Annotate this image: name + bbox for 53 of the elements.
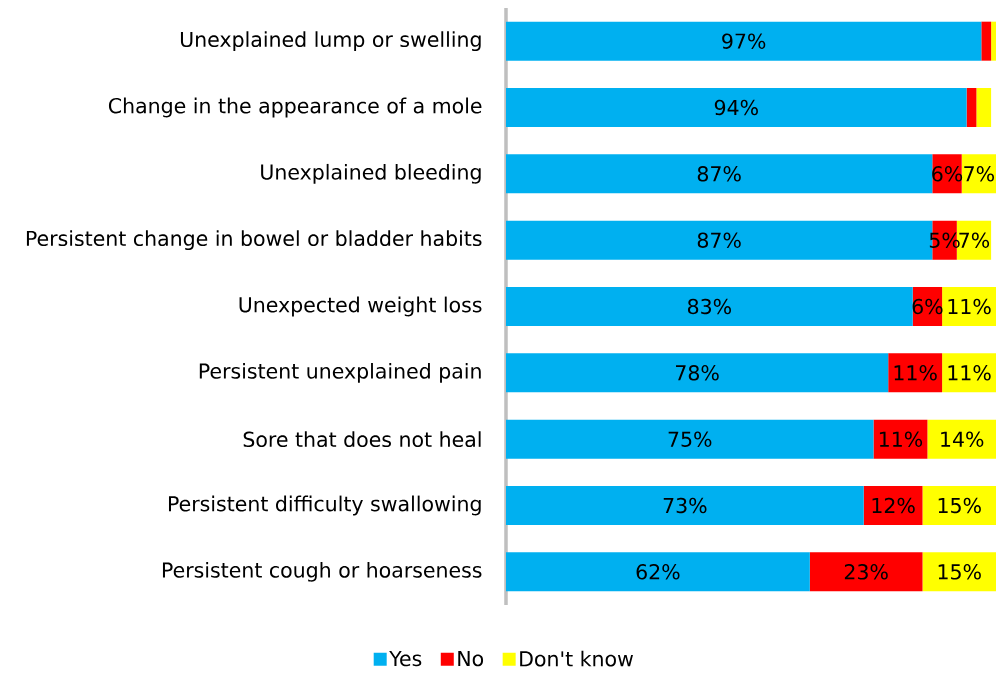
bar <box>942 287 997 327</box>
bar <box>506 154 933 194</box>
data-label: 11% <box>948 298 991 315</box>
y-tick-label: Persistent difficulty swallowing <box>168 495 481 516</box>
bar <box>506 552 810 592</box>
bar <box>506 88 967 127</box>
data-label: 94% <box>714 99 758 116</box>
legend-label: Yes <box>389 651 422 667</box>
data-label: 7% <box>959 232 990 248</box>
bar <box>506 486 864 526</box>
data-label: 6% <box>932 166 963 182</box>
data-label: 11% <box>894 365 937 381</box>
bar <box>966 88 977 127</box>
bar <box>942 353 997 393</box>
bar <box>927 419 997 459</box>
data-label: 62% <box>636 564 680 580</box>
data-label: 87% <box>697 232 741 248</box>
y-tick-label: Persistent unexplained pain <box>199 362 481 383</box>
y-tick-label: Persistent change in bowel or bladder habits <box>26 230 482 251</box>
data-label: 14% <box>941 431 984 447</box>
bar <box>922 486 997 526</box>
bar <box>506 353 889 393</box>
data-label: 78% <box>676 365 719 381</box>
y-tick-label: Unexplained lump or swelling <box>180 31 481 52</box>
data-label: 11% <box>948 365 991 381</box>
bar <box>506 419 874 459</box>
data-label: 73% <box>663 497 707 514</box>
legend-label: No <box>458 651 484 667</box>
data-label: 15% <box>938 564 981 580</box>
bar <box>809 552 923 592</box>
data-label: 97% <box>722 33 766 49</box>
y-tick-label: Persistent cough or hoarseness <box>162 561 482 582</box>
data-label: 15% <box>938 497 981 514</box>
data-label: 75% <box>668 431 712 447</box>
data-label: 11% <box>879 431 923 447</box>
data-label: 83% <box>687 298 731 315</box>
y-tick-label: Unexpected weight loss <box>239 296 482 317</box>
bar <box>506 21 982 61</box>
data-label: 12% <box>872 497 915 514</box>
bar <box>991 21 997 61</box>
y-tick-label: Unexplained bleeding <box>261 163 481 184</box>
bar <box>922 552 997 592</box>
data-label: 87% <box>697 166 741 182</box>
legend-label: Don't know <box>520 650 633 667</box>
bar <box>506 287 913 327</box>
y-tick-label: Sore that does not heal <box>243 431 481 448</box>
data-label: 7% <box>964 166 994 182</box>
bar <box>888 353 943 393</box>
y-tick-label: Change in the appearance of a mole <box>108 97 482 118</box>
bar <box>981 21 992 61</box>
data-label: 23% <box>844 564 888 580</box>
bar <box>976 88 992 127</box>
bar <box>863 486 923 526</box>
